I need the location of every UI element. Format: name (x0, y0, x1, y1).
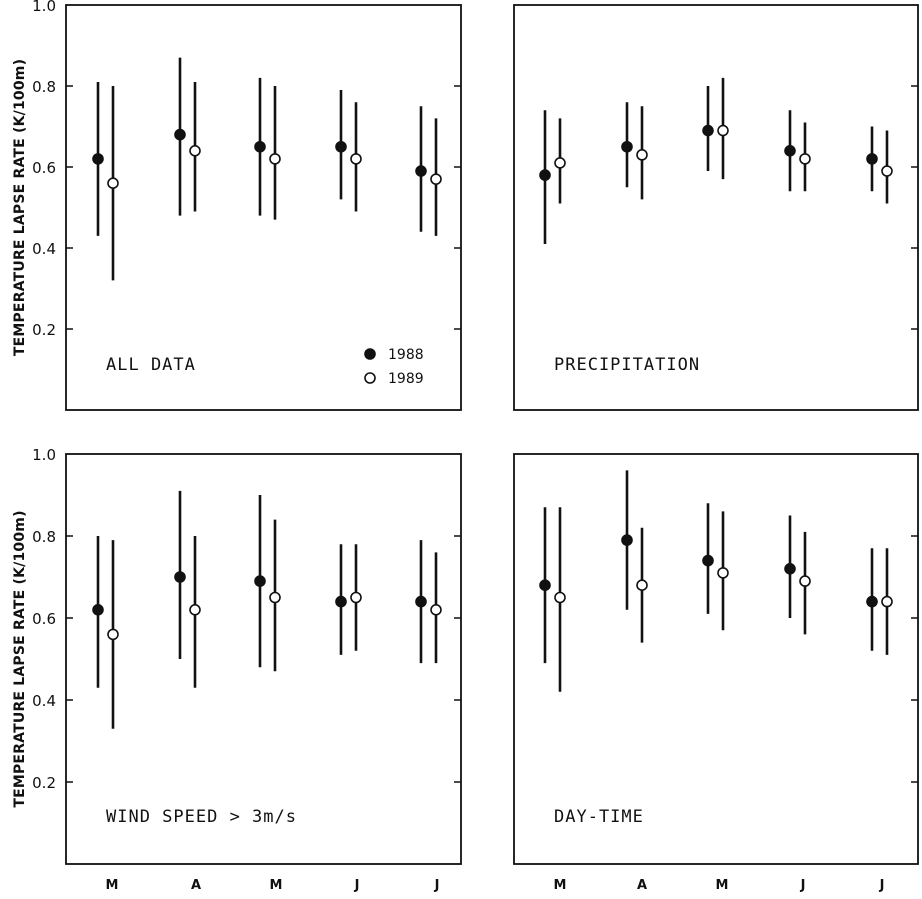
x-tick-label: J (434, 878, 440, 893)
point-1989 (430, 603, 442, 616)
panel-title: PRECIPITATION (554, 355, 700, 375)
legend-label-1988: 1988 (388, 347, 424, 363)
x-tick-label: M (716, 878, 729, 893)
x-tick-label: M (106, 878, 119, 893)
legend: 1988 1989 (364, 347, 424, 387)
y-axis-label: TEMPERATURE LAPSE RATE (K/100m) (12, 510, 28, 807)
point-1988 (539, 169, 551, 181)
point-1988 (92, 153, 104, 165)
y-tick-label: 0.8 (32, 528, 56, 546)
y-tick-label: 0.4 (32, 240, 56, 258)
point-1988 (415, 595, 427, 608)
point-1988 (784, 145, 796, 157)
x-tick-label: J (354, 878, 360, 893)
point-1989 (350, 153, 362, 165)
y-axis-label: TEMPERATURE LAPSE RATE (K/100m) (12, 59, 28, 356)
y-tick-label: 0.6 (32, 159, 56, 177)
point-1988 (335, 140, 347, 153)
point-1989 (717, 567, 729, 579)
panel-2: PRECIPITATION (513, 4, 919, 411)
point-1988 (254, 140, 266, 153)
point-1988 (702, 554, 714, 567)
x-tick-label: J (879, 878, 885, 893)
point-1989 (430, 173, 442, 185)
point-1988 (174, 128, 186, 141)
point-1989 (636, 579, 648, 592)
plot-frame (513, 4, 919, 411)
x-tick-label: M (554, 878, 567, 893)
x-tick-label: J (800, 878, 806, 893)
point-1988 (621, 534, 633, 546)
y-tick-label: 0.6 (32, 610, 56, 628)
point-1988 (335, 595, 347, 608)
point-1989 (107, 177, 119, 189)
point-1988 (784, 562, 796, 575)
point-1989 (717, 124, 729, 137)
y-tick-label: 0.2 (32, 321, 56, 339)
point-1989 (799, 153, 811, 165)
point-1989 (189, 145, 201, 157)
point-1989 (107, 628, 119, 641)
point-1989 (189, 603, 201, 616)
point-1988 (254, 575, 266, 587)
y-tick-label: 1.0 (32, 446, 56, 464)
panel-title: DAY-TIME (554, 807, 644, 827)
plot-frame (513, 453, 919, 865)
point-1988 (866, 153, 878, 165)
legend-marker-1988 (364, 348, 376, 360)
plot-frame (65, 453, 462, 865)
panel-title: ALL DATA (106, 355, 196, 375)
point-1989 (554, 591, 566, 604)
legend-marker-1989 (364, 372, 376, 384)
y-tick-label: 0.2 (32, 774, 56, 792)
point-1988 (415, 165, 427, 177)
x-tick-label: M (270, 878, 283, 893)
point-1989 (350, 591, 362, 604)
point-1988 (702, 124, 714, 137)
panel-4: M A M J J DAY-TIME (513, 453, 919, 893)
point-1988 (174, 571, 186, 583)
point-1989 (636, 149, 648, 161)
panel-1: 0.2 0.4 0.6 0.8 1.0 TEMPERATURE LAPSE RATE (K… (12, 0, 462, 411)
point-1989 (269, 591, 281, 604)
legend-label-1989: 1989 (388, 371, 424, 387)
point-1989 (554, 157, 566, 169)
plot-frame (65, 4, 462, 411)
point-1988 (621, 140, 633, 153)
x-tick-label: A (191, 878, 201, 893)
point-1989 (799, 575, 811, 587)
panel-title: WIND SPEED > 3m/s (106, 807, 297, 827)
point-1989 (269, 153, 281, 165)
y-tick-label: 1.0 (32, 0, 56, 15)
point-1988 (866, 595, 878, 608)
point-1988 (92, 603, 104, 616)
point-1988 (539, 579, 551, 592)
point-1989 (881, 595, 893, 608)
panel-3: 0.2 0.4 0.6 0.8 1.0 TEMPERATURE LAPSE RATE (K… (12, 446, 462, 893)
point-1989 (881, 165, 893, 177)
x-tick-label: A (637, 878, 647, 893)
y-tick-label: 0.8 (32, 78, 56, 96)
y-tick-label: 0.4 (32, 692, 56, 710)
